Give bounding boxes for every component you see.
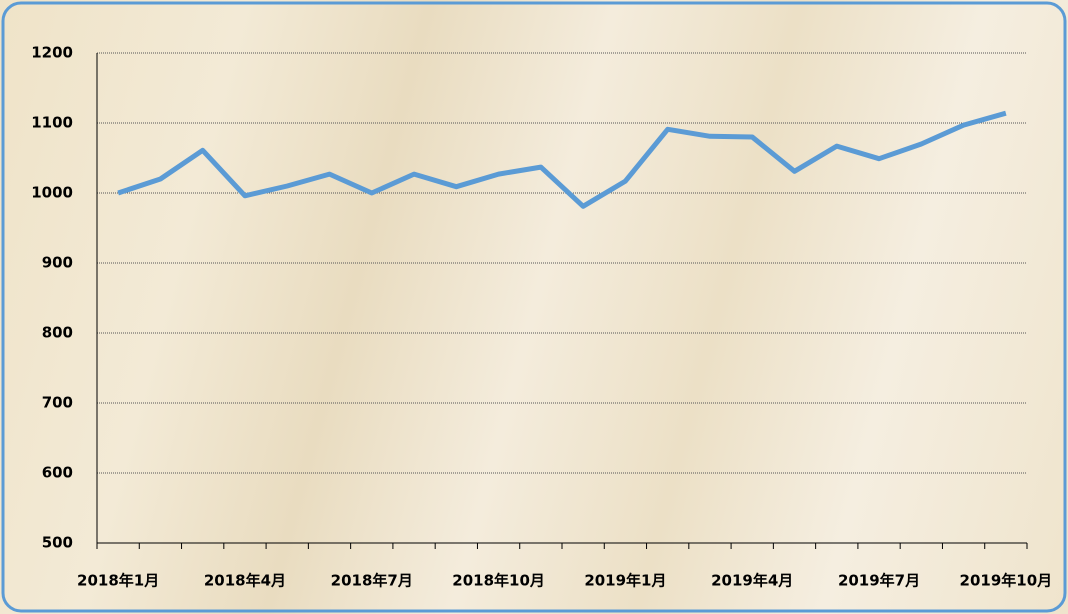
x-tick-label: 2019年1月 [584, 572, 666, 590]
x-tick-label: 2018年7月 [331, 572, 413, 590]
y-tick-label: 600 [42, 464, 73, 482]
x-tick-label: 2018年1月 [77, 572, 159, 590]
y-tick-label: 1000 [31, 184, 73, 202]
line-series [117, 110, 1007, 209]
y-tick-label: 1100 [31, 114, 73, 132]
y-tick-label: 700 [42, 394, 73, 412]
x-tick-label: 2019年4月 [711, 572, 793, 590]
y-tick-label: 800 [42, 324, 73, 342]
y-tick-label: 1200 [31, 44, 73, 62]
y-tick-label: 900 [42, 254, 73, 272]
y-tick-label: 500 [42, 534, 73, 552]
x-tick-label: 2019年7月 [838, 572, 920, 590]
x-tick-label: 2019年10月 [960, 572, 1053, 590]
x-tick-label: 2018年10月 [452, 572, 545, 590]
x-tick-label: 2018年4月 [204, 572, 286, 590]
